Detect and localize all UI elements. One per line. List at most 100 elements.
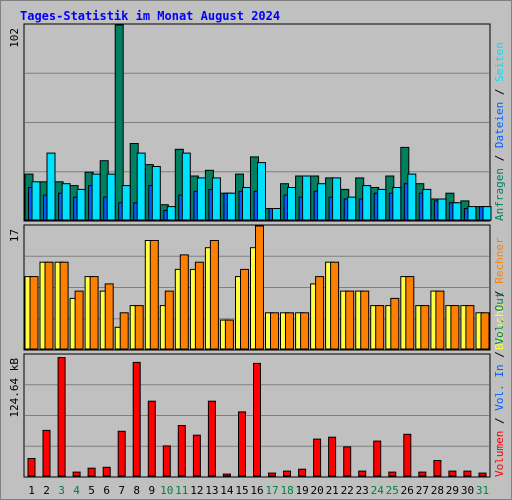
ymax-label: 102: [8, 28, 21, 48]
bar-volumen-day-7: [117, 430, 126, 477]
bar-rechner-day-5: [89, 276, 99, 350]
side-legend-volume: Volumen / Vol. In / Vol. Out: [493, 292, 506, 477]
day-label-2: 2: [43, 484, 50, 497]
bar-rechner-day-9: [149, 240, 159, 350]
day-label-29: 29: [446, 484, 459, 497]
bar-rechner-day-28: [435, 290, 445, 350]
bar-volumen-day-19: [298, 468, 307, 477]
legend-besuche: Besuche: [493, 304, 506, 350]
bar-volumen-day-12: [192, 434, 201, 477]
bar-rechner-day-25: [390, 297, 400, 350]
bar-volumen-day-26: [403, 433, 412, 477]
bar-rechner-day-24: [375, 305, 385, 350]
day-label-28: 28: [431, 484, 444, 497]
bar-rechner-day-1: [29, 276, 39, 350]
legend-rechner: Rechner: [493, 237, 506, 284]
day-label-6: 6: [103, 484, 110, 497]
legend-vol-out: Vol. Out: [493, 292, 506, 345]
bar-seiten-day-26: [407, 173, 417, 221]
bar-volumen-day-22: [343, 446, 352, 477]
bar-rechner-day-30: [465, 305, 475, 350]
bar-volumen-day-2: [42, 429, 51, 477]
bar-volumen-day-1: [27, 458, 36, 477]
day-label-12: 12: [190, 484, 203, 497]
bar-seiten-day-19: [302, 175, 312, 221]
chart-title: Tages-Statistik im Monat August 2024: [20, 9, 281, 23]
legend-separator: /: [493, 345, 506, 365]
bar-volumen-day-23: [358, 470, 367, 477]
bar-seiten-day-25: [392, 187, 402, 221]
bar-rechner-day-6: [104, 283, 114, 350]
bar-seiten-day-3: [61, 183, 71, 221]
bar-seiten-day-27: [422, 188, 432, 221]
day-label-26: 26: [401, 484, 414, 497]
bar-rechner-day-22: [345, 290, 355, 350]
bar-rechner-day-27: [420, 305, 430, 350]
bar-volumen-day-17: [268, 472, 276, 477]
bar-volumen-day-31: [478, 472, 487, 477]
bar-seiten-day-9: [151, 166, 161, 221]
bar-seiten-day-20: [317, 183, 327, 221]
bar-volumen-day-4: [72, 471, 81, 477]
day-label-31: 31: [476, 484, 489, 497]
day-label-10: 10: [160, 484, 173, 497]
bar-rechner-day-23: [360, 290, 370, 350]
day-label-13: 13: [205, 484, 218, 497]
bar-seiten-day-11: [181, 152, 191, 221]
bar-seiten-day-22: [347, 196, 357, 221]
day-label-3: 3: [58, 484, 65, 497]
bar-rechner-day-8: [134, 305, 144, 350]
day-label-18: 18: [280, 484, 293, 497]
day-label-14: 14: [220, 484, 234, 497]
bar-volumen-day-5: [87, 467, 96, 477]
bar-rechner-day-2: [44, 261, 54, 350]
bar-seiten-day-17: [272, 208, 281, 221]
day-label-1: 1: [28, 484, 35, 497]
day-label-9: 9: [148, 484, 155, 497]
bar-volumen-day-16: [253, 362, 261, 477]
bar-rechner-day-19: [300, 312, 310, 350]
bar-rechner-day-10: [164, 290, 174, 350]
side-legend-visits: Besuche / Rechner: [493, 237, 506, 350]
bar-seiten-day-18: [287, 187, 296, 221]
day-label-24: 24: [371, 484, 385, 497]
bar-volumen-day-8: [132, 361, 141, 477]
legend-anfragen: Anfragen: [493, 168, 506, 221]
bar-rechner-day-13: [209, 240, 219, 350]
day-label-25: 25: [386, 484, 399, 497]
bar-rechner-day-12: [194, 261, 204, 350]
bar-rechner-day-3: [59, 261, 69, 350]
bar-seiten-day-1: [31, 181, 41, 221]
legend-separator: /: [493, 284, 506, 304]
bar-volumen-day-10: [162, 445, 171, 477]
bar-rechner-day-31: [480, 312, 490, 350]
bar-volumen-day-11: [177, 425, 186, 477]
bar-rechner-day-7: [119, 312, 129, 350]
bar-volumen-day-15: [238, 411, 246, 477]
bar-seiten-day-21: [332, 177, 342, 221]
bar-seiten-day-23: [362, 185, 372, 221]
day-label-27: 27: [416, 484, 429, 497]
day-label-21: 21: [326, 484, 339, 497]
bar-rechner-day-14: [224, 319, 234, 350]
bar-rechner-day-20: [315, 276, 325, 350]
day-label-7: 7: [118, 484, 125, 497]
day-label-15: 15: [235, 484, 248, 497]
legend-separator: /: [493, 411, 506, 431]
bar-rechner-day-11: [179, 254, 189, 350]
bar-volumen-day-6: [102, 466, 111, 477]
bar-volumen-day-14: [222, 473, 231, 477]
bar-seiten-day-4: [76, 188, 86, 221]
legend-separator: /: [493, 82, 506, 102]
ymax-label: 124.64 kB: [8, 358, 21, 418]
day-label-23: 23: [356, 484, 369, 497]
bar-volumen-day-18: [283, 470, 291, 477]
bar-volumen-day-28: [433, 460, 442, 477]
bar-seiten-day-30: [467, 206, 477, 221]
bar-rechner-day-18: [285, 312, 294, 350]
bar-seiten-day-29: [452, 202, 462, 221]
bar-rechner-day-21: [330, 261, 340, 350]
bar-seiten-day-14: [226, 192, 236, 221]
bar-seiten-day-10: [166, 206, 176, 221]
